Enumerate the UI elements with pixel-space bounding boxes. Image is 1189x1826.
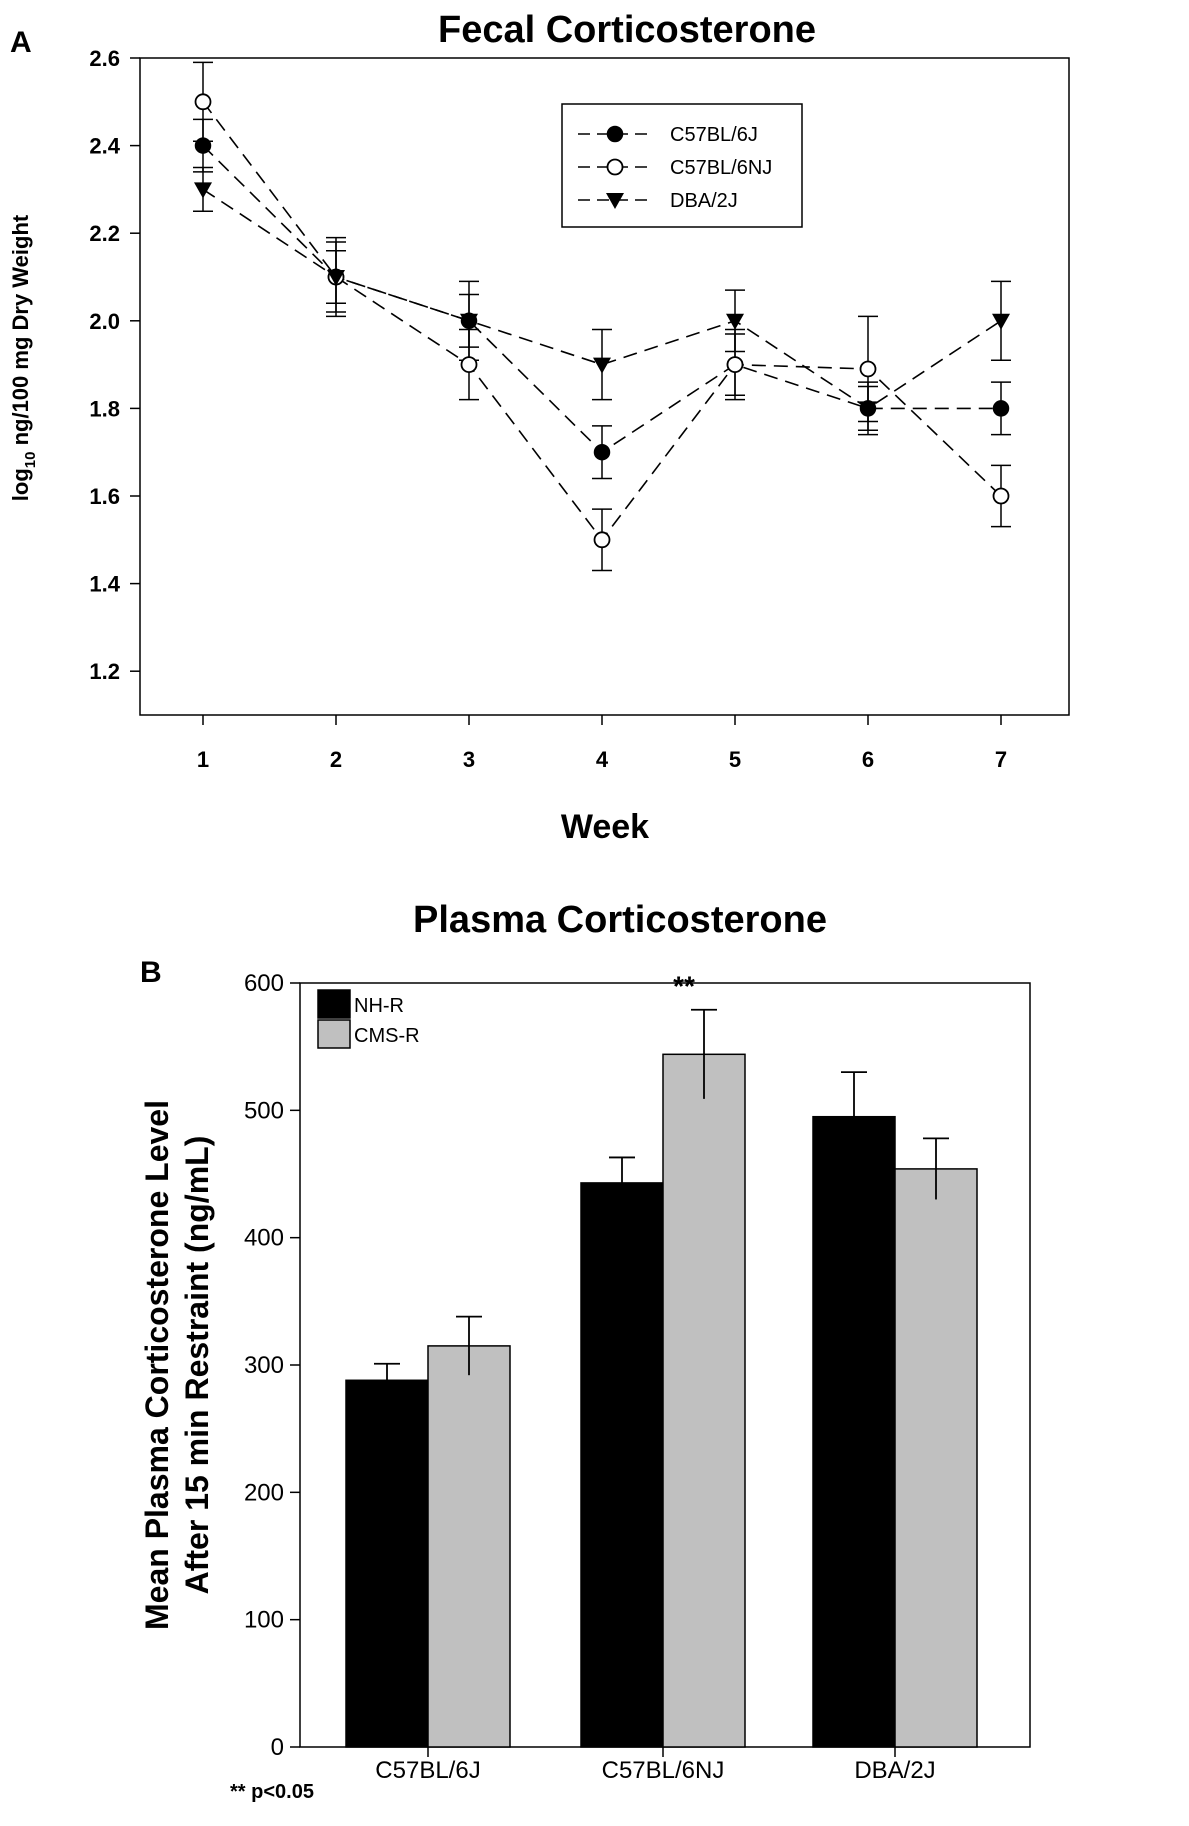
y-label-suffix: ng/100 mg Dry Weight	[8, 214, 33, 451]
footnote: ** p<0.05	[230, 1781, 314, 1803]
x-tick-label-a: 6	[862, 747, 874, 772]
series-cms-r	[427, 1008, 978, 1748]
data-point-dba-2j	[327, 270, 345, 286]
legend-b: NH-R CMS-R	[317, 989, 420, 1049]
data-point-c57bl-6nj	[992, 487, 1010, 505]
legend-swatch-nh-r	[317, 989, 351, 1019]
y-tick-label-a: 2.2	[89, 221, 120, 246]
x-axis-a: 1 2 3 4 5 6 7	[197, 715, 1007, 772]
panel-label-b: B	[140, 956, 162, 989]
bar-cms-r-dba-2j	[894, 1168, 978, 1748]
data-point-dba-2j	[992, 313, 1010, 330]
y-axis-label-a: log10 ng/100 mg Dry Weight	[8, 214, 39, 501]
y-label-line-2: After 15 min Restraint (ng/mL)	[179, 1136, 215, 1595]
y-tick-label-a: 1.4	[89, 572, 120, 597]
legend-label-c57bl-6j: C57BL/6J	[670, 124, 758, 146]
x-axis-label-a: Week	[561, 808, 649, 846]
bar-nh-r-c57bl-6nj	[580, 1182, 664, 1748]
data-point-c57bl-6j	[194, 137, 212, 154]
legend-label-nh-r: NH-R	[354, 995, 404, 1017]
legend-swatch-cms-r	[317, 1019, 351, 1049]
data-point-c57bl-6j	[992, 400, 1010, 417]
y-tick-label-a: 2.6	[89, 46, 120, 71]
y-tick-label-b: 100	[244, 1607, 284, 1634]
x-tick-label-a: 4	[596, 747, 609, 772]
x-tick-label-a: 5	[729, 747, 741, 772]
data-point-c57bl-6nj	[194, 93, 212, 111]
bars-group-b	[345, 1008, 978, 1748]
y-tick-label-b: 500	[244, 1097, 284, 1124]
y-tick-label-a: 1.8	[89, 396, 120, 421]
bar-cms-r-c57bl-6j	[427, 1345, 511, 1748]
y-tick-label-b: 600	[244, 970, 284, 997]
markers-dba-2j	[194, 182, 1010, 418]
y-label-subscript: 10	[22, 452, 39, 469]
y-axis-a: 1.2 1.4 1.6 1.8 2.0 2.2 2.4 2.6	[89, 46, 140, 684]
data-point-dba-2j	[593, 357, 611, 374]
y-label-prefix: log	[8, 468, 33, 501]
y-axis-b: 0 100 200 300 400 500 600	[244, 970, 300, 1761]
data-point-dba-2j	[726, 313, 744, 330]
x-tick-label-a: 7	[995, 747, 1007, 772]
bar-nh-r-dba-2j	[812, 1115, 896, 1748]
y-tick-label-b: 300	[244, 1352, 284, 1379]
panel-b: Plasma Corticosterone B 0 100 200 300 400 500…	[139, 899, 1031, 1803]
bar-nh-r-c57bl-6j	[345, 1379, 429, 1748]
legend-marker-c57bl-6nj	[606, 158, 624, 176]
x-tick-label-dba-2j: DBA/2J	[854, 1757, 935, 1784]
y-tick-label-b: 200	[244, 1479, 284, 1506]
data-point-dba-2j	[460, 313, 478, 330]
x-tick-label-a: 3	[463, 747, 475, 772]
y-tick-label-a: 2.4	[89, 134, 120, 159]
y-label-line-1: Mean Plasma Corticosterone Level	[139, 1100, 175, 1630]
bar-cms-r-c57bl-6nj	[662, 1053, 746, 1748]
x-tick-label-a: 2	[330, 747, 342, 772]
legend-label-c57bl-6nj: C57BL/6NJ	[670, 157, 772, 179]
y-tick-label-a: 1.6	[89, 484, 120, 509]
chart-title-b: Plasma Corticosterone	[413, 899, 827, 941]
data-point-dba-2j	[859, 401, 877, 418]
data-point-dba-2j	[194, 182, 212, 199]
data-point-c57bl-6nj	[593, 531, 611, 549]
panel-label-a: A	[10, 26, 32, 59]
data-point-c57bl-6j	[593, 443, 611, 461]
y-tick-label-b: 400	[244, 1225, 284, 1252]
legend-marker-dba-2j	[606, 193, 624, 209]
markers-c57bl-6nj	[194, 93, 1010, 549]
data-point-c57bl-6nj	[859, 360, 877, 378]
x-tick-label-c57bl-6j: C57BL/6J	[375, 1757, 480, 1784]
legend-a: C57BL/6J C57BL/6NJ DBA/2J	[561, 103, 803, 228]
y-tick-label-a: 2.0	[89, 309, 120, 334]
series-group-a	[193, 61, 1011, 572]
y-tick-label-a: 1.2	[89, 659, 120, 684]
chart-title-a: Fecal Corticosterone	[438, 9, 816, 51]
y-axis-label-b: Mean Plasma Corticosterone Level After 15…	[139, 1100, 215, 1630]
data-point-c57bl-6nj	[460, 356, 478, 374]
legend-label-dba-2j: DBA/2J	[670, 190, 738, 212]
legend-label-cms-r: CMS-R	[354, 1025, 420, 1047]
x-tick-label-c57bl-6nj: C57BL/6NJ	[602, 1757, 725, 1784]
x-axis-b: C57BL/6J C57BL/6NJ DBA/2J	[375, 1747, 936, 1784]
series-nh-r	[345, 1071, 896, 1748]
significance-marker: **	[673, 971, 695, 1002]
legend-box-a	[561, 103, 803, 228]
y-tick-label-b: 0	[271, 1734, 284, 1761]
data-point-c57bl-6nj	[726, 356, 744, 374]
panel-a: A Fecal Corticosterone 1.2 1.4 1.6 1.8 2.0 2.…	[8, 9, 1070, 846]
legend-marker-c57bl-6j	[606, 125, 624, 143]
plot-frame-a	[139, 57, 1070, 716]
x-tick-label-a: 1	[197, 747, 209, 772]
